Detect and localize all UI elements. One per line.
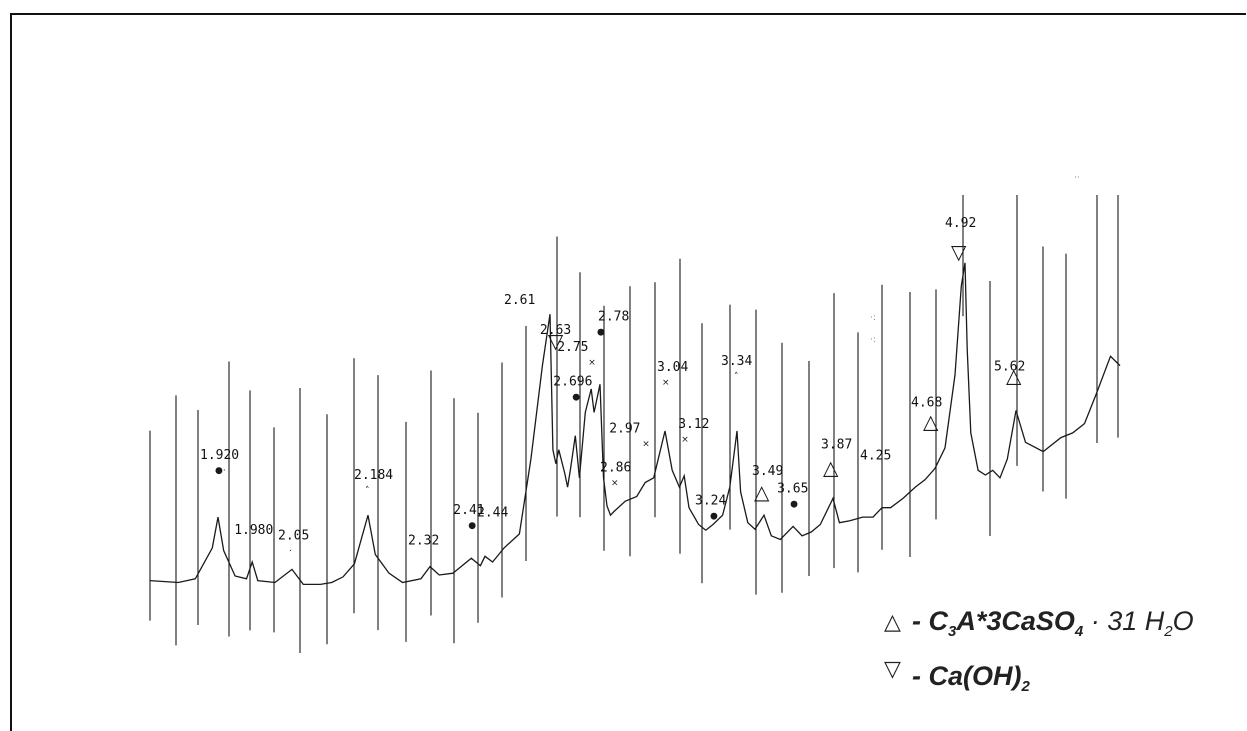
phase-marker-icon: ×: [662, 378, 670, 388]
phase-marker-icon: ●: [597, 327, 605, 337]
legend-marker-triangle-down-icon: ▽: [884, 656, 901, 681]
peak-label: 2.44: [477, 505, 508, 520]
phase-marker-icon: ˄: [365, 486, 370, 496]
phase-marker-icon: ×: [588, 358, 596, 368]
peak-label: 4.92: [945, 216, 976, 231]
scan-speck: ·:: [870, 313, 876, 323]
scan-speck: ··: [1074, 173, 1080, 183]
legend-text-ettringite: - C3A*3CaSO4 · 31 H2O: [912, 606, 1194, 640]
diffraction-trace: [149, 262, 1121, 586]
peak-label: 2.184: [354, 468, 393, 483]
peak-label: 3.04: [657, 360, 688, 375]
phase-marker-icon: ●: [572, 393, 580, 403]
phase-marker-icon: ×: [642, 440, 650, 450]
legend: △ - C3A*3CaSO4 · 31 H2O ▽ - Ca(OH)2: [884, 606, 1194, 695]
portlandite-marker-icon: ▽: [951, 240, 967, 264]
peak-label: 1.980: [234, 523, 273, 538]
peak-label: 2.75: [557, 340, 588, 355]
peak-label: 2.696: [553, 375, 592, 390]
portlandite-marker-icon: ▽: [548, 329, 564, 353]
peak-label: 2.32: [408, 534, 439, 549]
peak-label: 2.78: [598, 309, 629, 324]
peak-label: 3.49: [752, 464, 783, 479]
legend-entry-ettringite: △ - C3A*3CaSO4 · 31 H2O: [884, 606, 1194, 640]
vertical-tick-marks: [149, 195, 1119, 653]
phase-marker-icon: ×: [681, 435, 689, 445]
scan-frame: [10, 13, 1246, 731]
ettringite-marker-icon: △: [1006, 364, 1022, 388]
ettringite-marker-icon: △: [923, 409, 939, 433]
peak-label: 2.86: [600, 461, 631, 476]
peak-label: 4.25: [860, 449, 891, 464]
peak-label: 3.34: [721, 354, 752, 369]
peak-labels: 1.920 1.980 2.05 2.184 2.32 2.412.44 2.61 2.63 2…: [200, 216, 1025, 549]
peak-label: 3.12: [678, 417, 709, 432]
scan-speck: ·:: [870, 335, 876, 345]
legend-entry-portlandite: ▽ - Ca(OH)2: [884, 656, 1031, 695]
phase-marker-icon: ●: [468, 521, 476, 531]
phase-marker-icon: ●·: [215, 466, 226, 476]
peak-label: 2.61: [504, 293, 535, 308]
peak-markers: ●· · ˄ ● ▽ × ● ● × × × × ● ˄ △ ● △ △ ▽ △: [215, 240, 1022, 557]
phase-marker-icon: ˄: [734, 372, 739, 382]
ettringite-marker-icon: △: [754, 480, 770, 504]
phase-marker-icon: ·: [289, 546, 292, 556]
peak-label: 3.87: [821, 437, 852, 452]
peak-label: 5.62: [994, 360, 1025, 375]
phase-marker-icon: ●: [790, 499, 798, 509]
legend-marker-triangle-up-icon: △: [884, 609, 901, 634]
phase-marker-icon: ●: [710, 512, 718, 522]
legend-text-portlandite: - Ca(OH)2: [912, 661, 1031, 695]
ettringite-marker-icon: △: [823, 455, 839, 479]
peak-label: 2.05: [278, 528, 309, 543]
phase-marker-icon: ×: [611, 479, 619, 489]
peak-label: 3.24: [695, 494, 726, 509]
peak-label: 2.97: [609, 422, 640, 437]
peak-label: 2.41: [453, 503, 484, 518]
peak-label: 3.65: [777, 481, 808, 496]
peak-label: 2.63: [540, 323, 571, 338]
peak-label: 4.68: [911, 395, 942, 410]
peak-label: 1.920: [200, 448, 239, 463]
